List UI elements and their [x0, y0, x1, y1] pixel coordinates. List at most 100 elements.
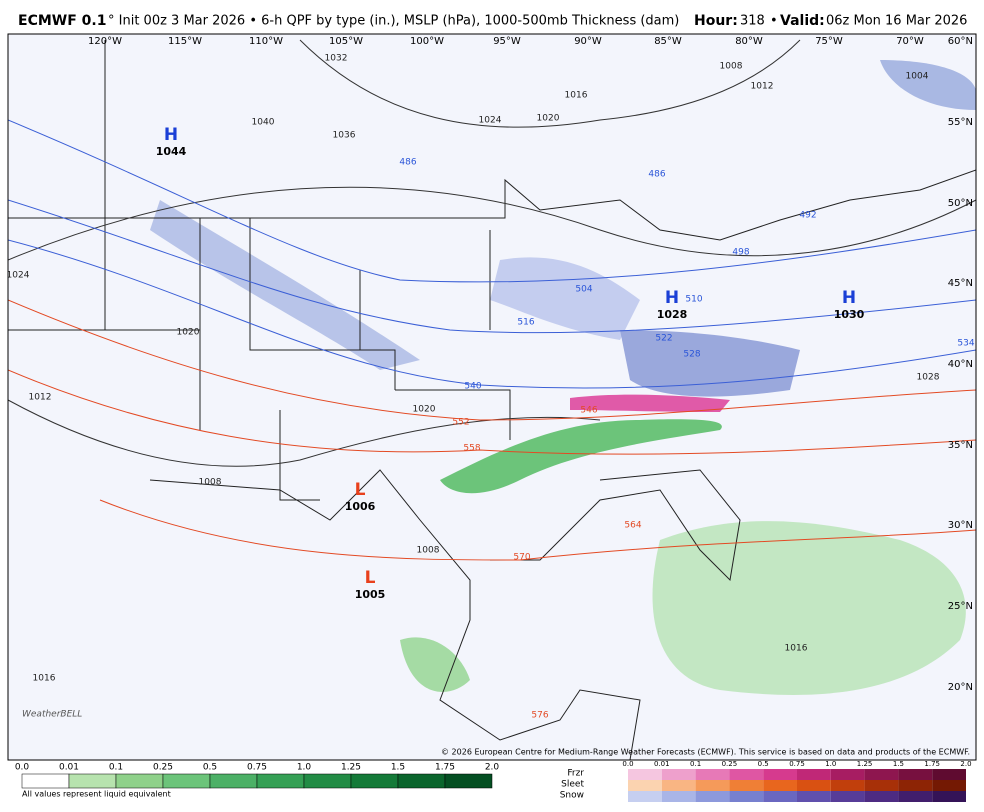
pressure-value: 1006	[345, 500, 376, 513]
ptype-label: Snow	[560, 791, 584, 801]
qpf-swatch	[303, 773, 352, 789]
ptype-tick: 0.1	[690, 760, 701, 768]
thickness	[8, 199, 976, 334]
thickness-label: 486	[399, 158, 416, 168]
qpf-swatch	[115, 773, 164, 789]
ptype-label: Sleet	[561, 780, 584, 790]
map-labels: 120°W 115°W 110°W 105°W 100°W 95°W 90°W 85°W 80°…	[7, 36, 975, 721]
longitude-label: 95°W	[493, 36, 521, 47]
ptype-tick: 0.25	[722, 760, 738, 768]
qpf-tick: 1.5	[391, 763, 405, 773]
ptype-swatch	[932, 769, 966, 780]
thickness	[8, 119, 976, 283]
qpf-tick: 1.25	[341, 763, 361, 773]
ptype-swatch	[830, 780, 865, 791]
pressure-letter: L	[355, 480, 366, 500]
latitude-label: 60°N	[948, 36, 973, 47]
map: 120°W 115°W 110°W 105°W 100°W 95°W 90°W 85°W 80°…	[7, 34, 976, 760]
rain-area	[652, 521, 966, 695]
isobar-label: 1024	[7, 271, 30, 281]
pressure-value: 1005	[355, 588, 386, 601]
freezing-rain	[570, 394, 730, 412]
ptype-swatch	[763, 791, 797, 802]
qpf-swatch	[21, 773, 70, 789]
isobar	[8, 399, 601, 467]
thickness	[8, 239, 976, 389]
thickness-label: 504	[575, 285, 592, 295]
thickness-label: 576	[531, 711, 548, 721]
latitude-label: 50°N	[948, 198, 973, 209]
isobar-label: 1040	[252, 118, 275, 128]
ptype-swatch	[729, 769, 764, 780]
ptype-swatch	[932, 791, 966, 802]
qpf-tick: 0.1	[109, 763, 123, 773]
coast	[490, 469, 741, 582]
isobar-label: 1028	[917, 373, 940, 383]
thickness-label: 534	[957, 339, 974, 349]
longitude-label: 115°W	[168, 36, 202, 47]
thickness-label: 486	[648, 170, 665, 180]
map-frame	[7, 33, 977, 761]
thickness-label: 510	[685, 295, 702, 305]
ptype-tick: 1.25	[857, 760, 873, 768]
ptype-swatch	[729, 780, 764, 791]
pressure-letter: H	[665, 288, 679, 308]
rain-area	[440, 419, 722, 494]
ptype-tick: 0.01	[654, 760, 670, 768]
qpf-tick: 0.01	[59, 763, 79, 773]
ptype-swatch	[628, 791, 662, 802]
thickness	[8, 299, 976, 421]
longitude-label: 75°W	[815, 36, 843, 47]
thickness-label: 558	[463, 444, 480, 454]
ptype-tick: 1.5	[893, 760, 904, 768]
pressure-letter: H	[842, 288, 856, 308]
ptype-tick: 0.75	[789, 760, 805, 768]
longitude-label: 85°W	[654, 36, 682, 47]
thickness-label: 570	[513, 553, 530, 563]
qpf-swatch	[162, 773, 211, 789]
ptype-swatch	[830, 769, 865, 780]
ptype-swatch	[864, 769, 899, 780]
hour: 318	[740, 14, 765, 29]
ptype-swatch	[864, 780, 899, 791]
rain-area	[400, 637, 470, 692]
qpf-swatch	[397, 773, 446, 789]
qpf-tick: 0.0	[15, 763, 30, 773]
snow-area	[880, 60, 976, 110]
ptype-swatch	[797, 791, 831, 802]
logo: WeatherBELL	[22, 710, 82, 720]
ptype-swatch	[830, 791, 865, 802]
isobar-label: 1016	[565, 91, 588, 101]
ptype-swatch	[661, 791, 696, 802]
hour-label: Hour:	[694, 13, 738, 29]
ptype-label: Frzr	[567, 769, 584, 779]
isobar-label: 1004	[906, 72, 929, 82]
ptype-tick: 1.75	[924, 760, 940, 768]
latitude-label: 45°N	[948, 278, 973, 289]
qpf-tick: 1.75	[435, 763, 455, 773]
pressure-letter: H	[164, 125, 178, 145]
isobar	[299, 39, 801, 128]
ptype-swatch	[661, 769, 696, 780]
qpf-swatch	[256, 773, 305, 789]
isobar-label: 1008	[417, 546, 440, 556]
isobar-label: 1012	[29, 393, 52, 403]
ptype-swatch	[695, 780, 730, 791]
longitude-label: 80°W	[735, 36, 763, 47]
ptype-swatch	[932, 780, 966, 791]
pressure-value: 1030	[834, 308, 865, 321]
isobar-label: 1016	[33, 674, 56, 684]
ptype-swatch	[628, 769, 662, 780]
qpf-tick: 0.75	[247, 763, 267, 773]
ptype-swatch	[763, 780, 797, 791]
qpf-swatch	[68, 773, 117, 789]
latitude-label: 25°N	[948, 601, 973, 612]
thickness-label: 552	[452, 418, 469, 428]
qpf-tick: 0.25	[153, 763, 173, 773]
ptype-tick: 1.0	[825, 760, 836, 768]
latitude-label: 20°N	[948, 682, 973, 693]
header: ECMWF 0.1 ° Init 00z 3 Mar 2026 • 6-h QP…	[18, 13, 967, 29]
ptype-swatch	[628, 780, 662, 791]
legend-note: All values represent liquid equivalent	[22, 790, 171, 799]
